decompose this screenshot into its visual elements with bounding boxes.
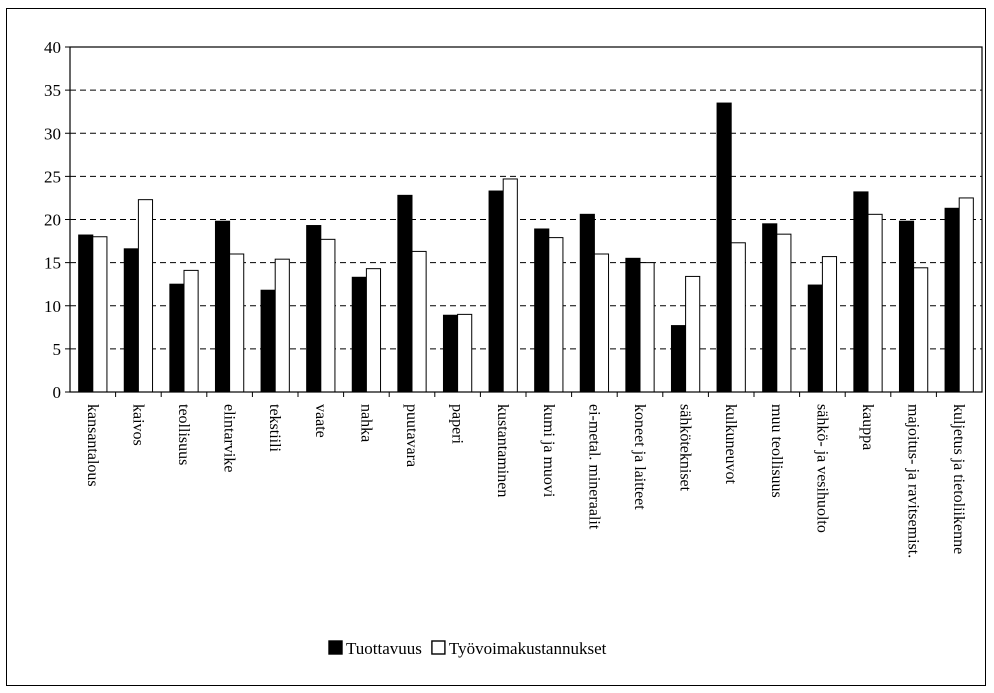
bar-tyovoimakustannukset (274, 258, 290, 393)
bar-tuottavuus (762, 223, 778, 393)
bar-tyovoimakustannukset (776, 233, 792, 393)
bar-tyovoimakustannukset (92, 236, 108, 393)
bar-tuottavuus (214, 220, 231, 393)
bar-tuottavuus (898, 220, 915, 393)
category-label: teollisuus (175, 404, 192, 465)
category-label: paperi (449, 404, 466, 445)
bar-tuottavuus (397, 194, 413, 393)
y-tick-label: 30 (44, 124, 61, 143)
bar-tyovoimakustannukset (639, 262, 655, 393)
bar-tuottavuus (625, 257, 641, 393)
bar-tyovoimakustannukset (137, 199, 154, 393)
category-label: puutavara (403, 404, 420, 467)
bar-tyovoimakustannukset (411, 250, 427, 393)
bar-tuottavuus (306, 225, 322, 393)
bar-tyovoimakustannukset (365, 268, 382, 393)
category-label: kuljetus ja tietoliikenne (950, 404, 967, 554)
category-label: kulkuneuvot (722, 404, 739, 485)
bar-tyovoimakustannukset (821, 256, 838, 393)
chart-frame: 0 5 10 15 20 25 30 35 40 kansantalous kaivos teoll… (6, 8, 986, 686)
y-tick-label: 35 (44, 81, 61, 100)
bar-tyovoimakustannukset (685, 275, 701, 393)
bar-tyovoimakustannukset (730, 242, 746, 393)
bar-chart: 0 5 10 15 20 25 30 35 40 kansantalous kaivos teoll… (44, 38, 983, 658)
category-label: tekstiili (266, 404, 283, 453)
bar-tuottavuus (169, 283, 185, 393)
legend-swatch (328, 640, 343, 655)
category-label: kaivos (129, 404, 146, 446)
bar-tyovoimakustannukset (867, 213, 883, 393)
bar-tyovoimakustannukset (593, 253, 610, 393)
bar-tyovoimakustannukset (958, 197, 974, 393)
y-tick-label: 20 (44, 211, 61, 230)
category-label: majoitus- ja ravitsemist. (905, 404, 922, 558)
category-label: kumi ja muovi (540, 404, 557, 498)
category-label: ei-metal. mineraalit (585, 404, 602, 530)
category-label: kauppa (859, 404, 876, 450)
bar-tuottavuus (78, 234, 94, 393)
category-label: nahka (357, 404, 374, 442)
y-tick-label: 40 (44, 38, 61, 57)
y-tick-labels: 0 5 10 15 20 25 30 35 40 (44, 38, 61, 402)
bar-tuottavuus (716, 102, 732, 393)
y-tick-label: 25 (44, 167, 61, 186)
category-label: sähkötekniset (677, 404, 694, 492)
category-labels: kansantalous kaivos teollisuus elintarvike t… (84, 404, 967, 558)
bar-tuottavuus (944, 207, 960, 393)
category-label: koneet ja laitteet (631, 404, 648, 510)
bar-tuottavuus (579, 213, 595, 393)
category-label: vaate (312, 404, 329, 438)
bar-tyovoimakustannukset (913, 267, 929, 393)
bar-tuottavuus (853, 191, 869, 393)
category-label: kustantaminen (494, 404, 511, 497)
legend-label: Tuottavuus (346, 639, 422, 658)
bar-tyovoimakustannukset (502, 178, 518, 393)
bar-tyovoimakustannukset (457, 313, 473, 393)
category-label: sähkö- ja vesihuolto (813, 404, 830, 533)
bars (78, 102, 974, 393)
gridlines (70, 46, 982, 350)
category-label: kansantalous (84, 404, 101, 487)
bar-tuottavuus (260, 289, 276, 393)
bar-tyovoimakustannukset (183, 269, 199, 393)
legend: Tuottavuus Työvoimakustannukset (328, 639, 607, 658)
bar-tuottavuus (351, 276, 367, 393)
legend-swatch (431, 640, 446, 655)
legend-label: Työvoimakustannukset (449, 639, 607, 658)
bar-tuottavuus (123, 248, 139, 393)
bar-tuottavuus (488, 190, 504, 393)
bar-tuottavuus (807, 284, 823, 393)
bar-tyovoimakustannukset (229, 253, 245, 393)
axes (65, 46, 983, 397)
bar-tuottavuus (442, 314, 459, 393)
y-tick-label: 10 (44, 297, 61, 316)
bar-tyovoimakustannukset (320, 238, 336, 393)
category-label: elintarvike (221, 404, 238, 472)
category-label: muu teollisuus (768, 404, 785, 498)
y-tick-label: 5 (53, 340, 62, 359)
y-tick-label: 0 (53, 383, 62, 402)
bar-tuottavuus (534, 228, 550, 393)
bar-tuottavuus (670, 325, 687, 393)
bar-tyovoimakustannukset (548, 237, 564, 393)
y-tick-label: 15 (44, 254, 61, 273)
